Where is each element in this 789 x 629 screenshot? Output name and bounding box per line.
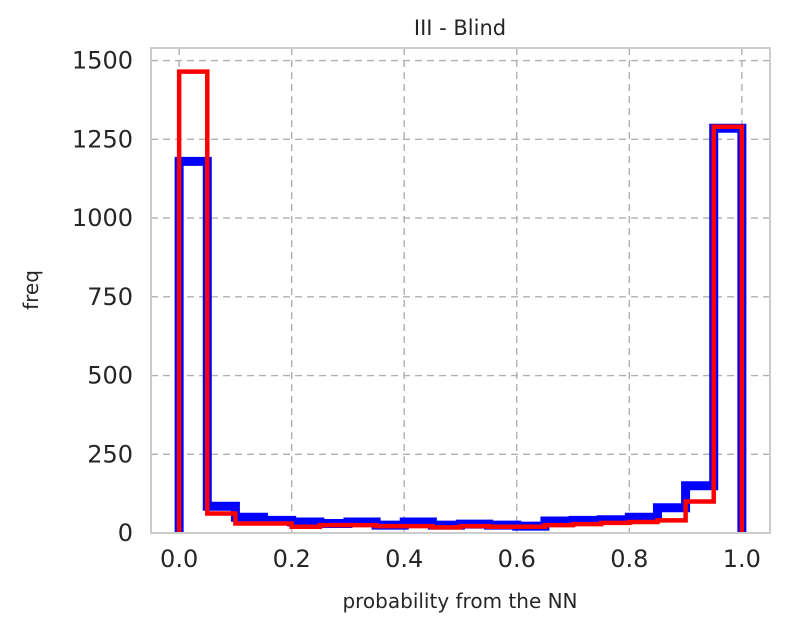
x-tick-label: 0.0 xyxy=(160,545,198,573)
x-tick-labels: 0.0 0.2 0.4 0.6 0.8 1.0 xyxy=(160,545,761,573)
grid-layer xyxy=(151,48,770,534)
y-tick-label: 500 xyxy=(87,362,133,390)
y-tick-label: 0 xyxy=(118,519,133,547)
y-tick-label: 1000 xyxy=(72,204,133,232)
x-tick-label: 1.0 xyxy=(723,545,761,573)
histogram-series-1 xyxy=(176,69,745,533)
plot-frame xyxy=(150,47,771,534)
x-tick-label: 0.6 xyxy=(498,545,536,573)
y-tick-label: 1500 xyxy=(72,47,133,75)
y-tick-label: 1250 xyxy=(72,125,133,153)
x-tick-label: 0.2 xyxy=(273,545,311,573)
y-tick-labels: 0 250 500 750 1000 1250 1500 xyxy=(72,47,133,547)
histogram-series-0 xyxy=(174,123,747,533)
x-axis-label: probability from the NN xyxy=(342,589,577,613)
y-axis-label: freq xyxy=(19,270,43,310)
x-tick-label: 0.4 xyxy=(385,545,423,573)
x-tick-label: 0.8 xyxy=(610,545,648,573)
y-tick-label: 750 xyxy=(87,283,133,311)
series-layer xyxy=(174,69,747,533)
y-tick-label: 250 xyxy=(87,440,133,468)
chart-title: III - Blind xyxy=(414,16,506,40)
